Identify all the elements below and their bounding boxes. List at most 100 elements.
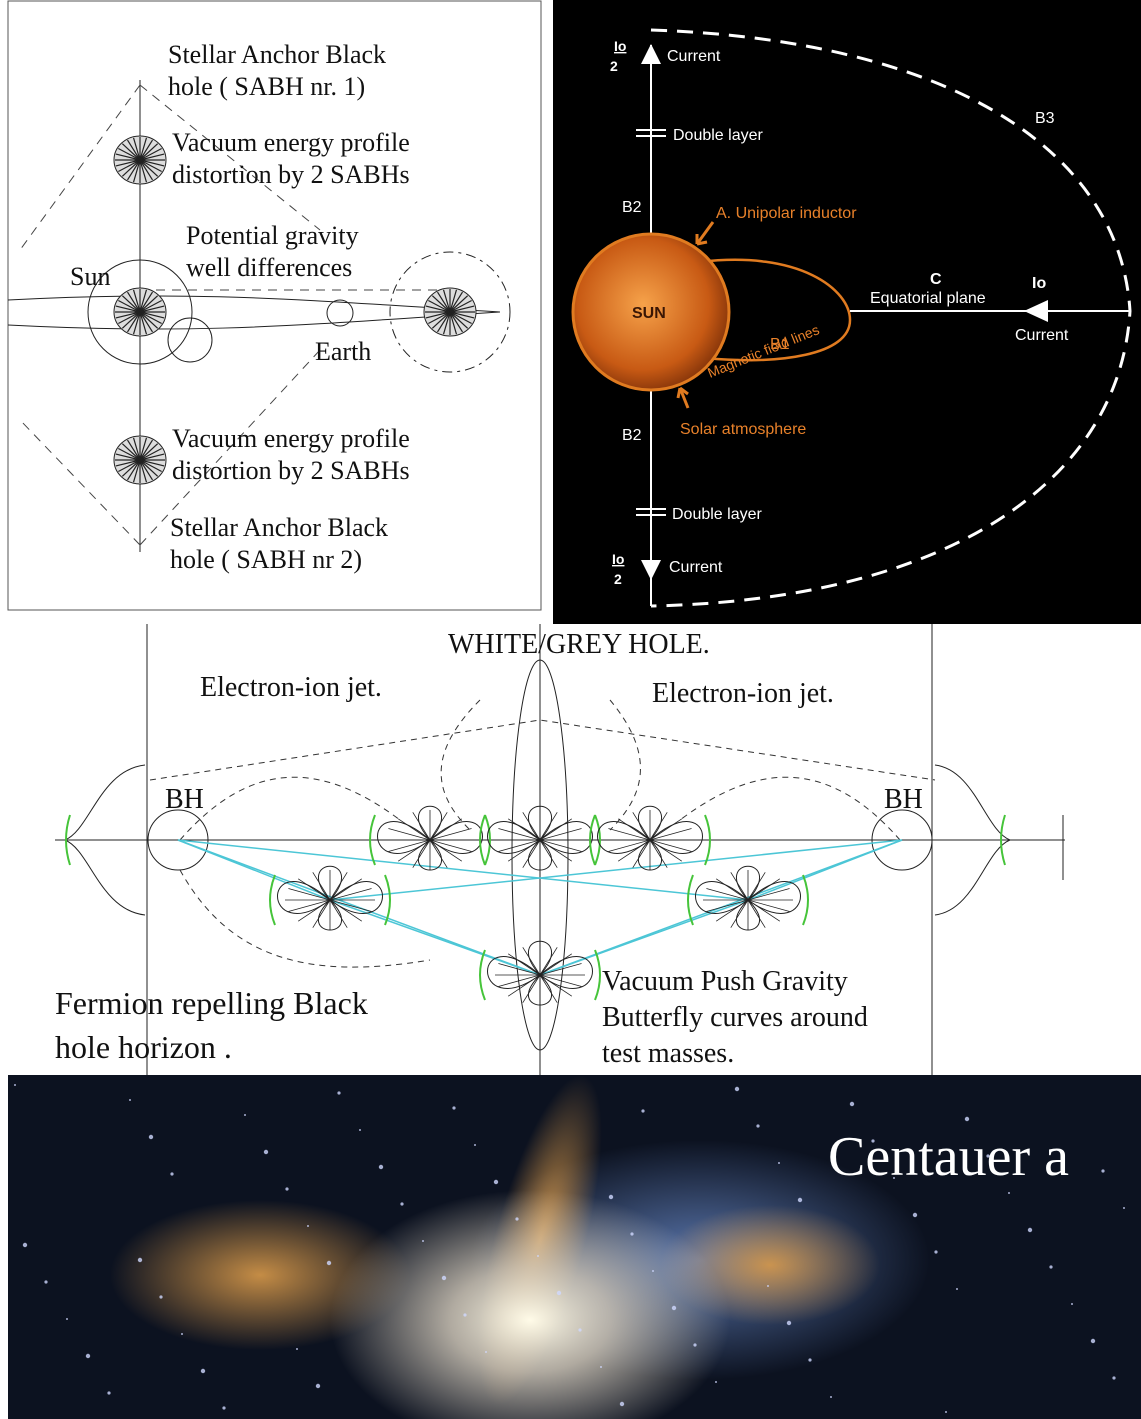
star — [1049, 1265, 1052, 1268]
label: B2 — [622, 427, 642, 444]
star — [159, 1295, 162, 1298]
label: Fermion repelling Black — [55, 985, 368, 1021]
star — [600, 1366, 602, 1368]
label: BH — [884, 784, 923, 815]
star — [735, 1087, 739, 1091]
star — [778, 1162, 780, 1164]
star — [296, 1348, 298, 1350]
label: A. Unipolar inductor — [716, 205, 857, 222]
star — [170, 1172, 173, 1175]
star — [913, 1213, 917, 1217]
label: Solar atmosphere — [680, 421, 806, 438]
star — [422, 1240, 424, 1242]
label: Electron-ion jet. — [652, 678, 834, 709]
label: Vacuum energy profile — [172, 424, 410, 453]
label: Earth — [315, 337, 371, 366]
label: B2 — [622, 199, 642, 216]
label: 2 — [610, 58, 618, 74]
label: distortion by 2 SABHs — [172, 456, 410, 485]
label: hole ( SABH nr. 1) — [168, 72, 365, 101]
label: Electron-ion jet. — [200, 672, 382, 703]
panel-4-title: Centauer a — [828, 1126, 1069, 1188]
label: C — [930, 271, 942, 288]
star — [44, 1280, 47, 1283]
star — [149, 1135, 153, 1139]
star — [1101, 1169, 1104, 1172]
star — [798, 1198, 802, 1202]
star — [1123, 1207, 1125, 1209]
star — [400, 1202, 403, 1205]
star — [767, 1285, 769, 1287]
label: Current — [669, 559, 723, 576]
star — [442, 1276, 446, 1280]
label: Sun — [70, 262, 110, 291]
label: WHITE/GREY HOLE. — [448, 629, 710, 660]
star — [1028, 1228, 1032, 1232]
star — [264, 1150, 268, 1154]
star — [379, 1165, 383, 1169]
star — [808, 1358, 811, 1361]
star — [830, 1396, 832, 1398]
star — [934, 1250, 937, 1253]
star — [359, 1129, 361, 1131]
star — [956, 1288, 958, 1290]
label: hole horizon . — [55, 1029, 232, 1065]
star — [578, 1328, 581, 1331]
star — [494, 1180, 498, 1184]
label: Potential gravity — [186, 221, 359, 250]
label: Io — [614, 38, 626, 54]
label: BH — [165, 784, 204, 815]
label: Double layer — [673, 127, 764, 144]
label: hole ( SABH nr 2) — [170, 545, 362, 574]
label: Current — [1015, 327, 1069, 344]
star — [316, 1384, 320, 1388]
star — [337, 1091, 340, 1094]
star — [285, 1187, 288, 1190]
star — [23, 1243, 27, 1247]
star — [1071, 1303, 1073, 1305]
star — [630, 1232, 633, 1235]
star — [641, 1109, 644, 1112]
label: Stellar Anchor Black — [168, 40, 386, 69]
star — [86, 1354, 90, 1358]
label: well differences — [186, 253, 352, 282]
star — [756, 1124, 759, 1127]
star — [181, 1333, 183, 1335]
label: distortion by 2 SABHs — [172, 160, 410, 189]
star — [129, 1099, 131, 1101]
star — [66, 1318, 68, 1320]
star — [537, 1255, 539, 1257]
star — [307, 1225, 309, 1227]
star — [201, 1369, 205, 1373]
star — [557, 1291, 561, 1295]
star — [1091, 1339, 1095, 1343]
star — [474, 1144, 476, 1146]
star — [693, 1343, 696, 1346]
label: Vacuum energy profile — [172, 128, 410, 157]
label: Current — [667, 48, 721, 65]
star — [965, 1117, 969, 1121]
label: Equatorial plane — [870, 290, 986, 307]
star — [327, 1261, 331, 1265]
star — [715, 1381, 717, 1383]
label: B3 — [1035, 110, 1055, 127]
star — [515, 1217, 518, 1220]
star — [1112, 1376, 1115, 1379]
composite-figure: Stellar Anchor Black hole ( SABH nr. 1) … — [0, 0, 1141, 1419]
star — [609, 1195, 613, 1199]
label: Io — [612, 551, 624, 567]
label: SUN — [632, 305, 666, 322]
star — [452, 1106, 455, 1109]
star — [222, 1406, 225, 1409]
star — [850, 1102, 854, 1106]
label: 2 — [614, 571, 622, 587]
label: Vacuum Push Gravity — [602, 966, 848, 997]
label: test masses. — [602, 1038, 734, 1069]
label: Io — [1032, 275, 1046, 292]
star — [14, 1084, 16, 1086]
label: Double layer — [672, 506, 763, 523]
star — [463, 1313, 466, 1316]
star — [652, 1270, 654, 1272]
star — [244, 1114, 246, 1116]
label: Butterfly curves around — [602, 1002, 868, 1033]
